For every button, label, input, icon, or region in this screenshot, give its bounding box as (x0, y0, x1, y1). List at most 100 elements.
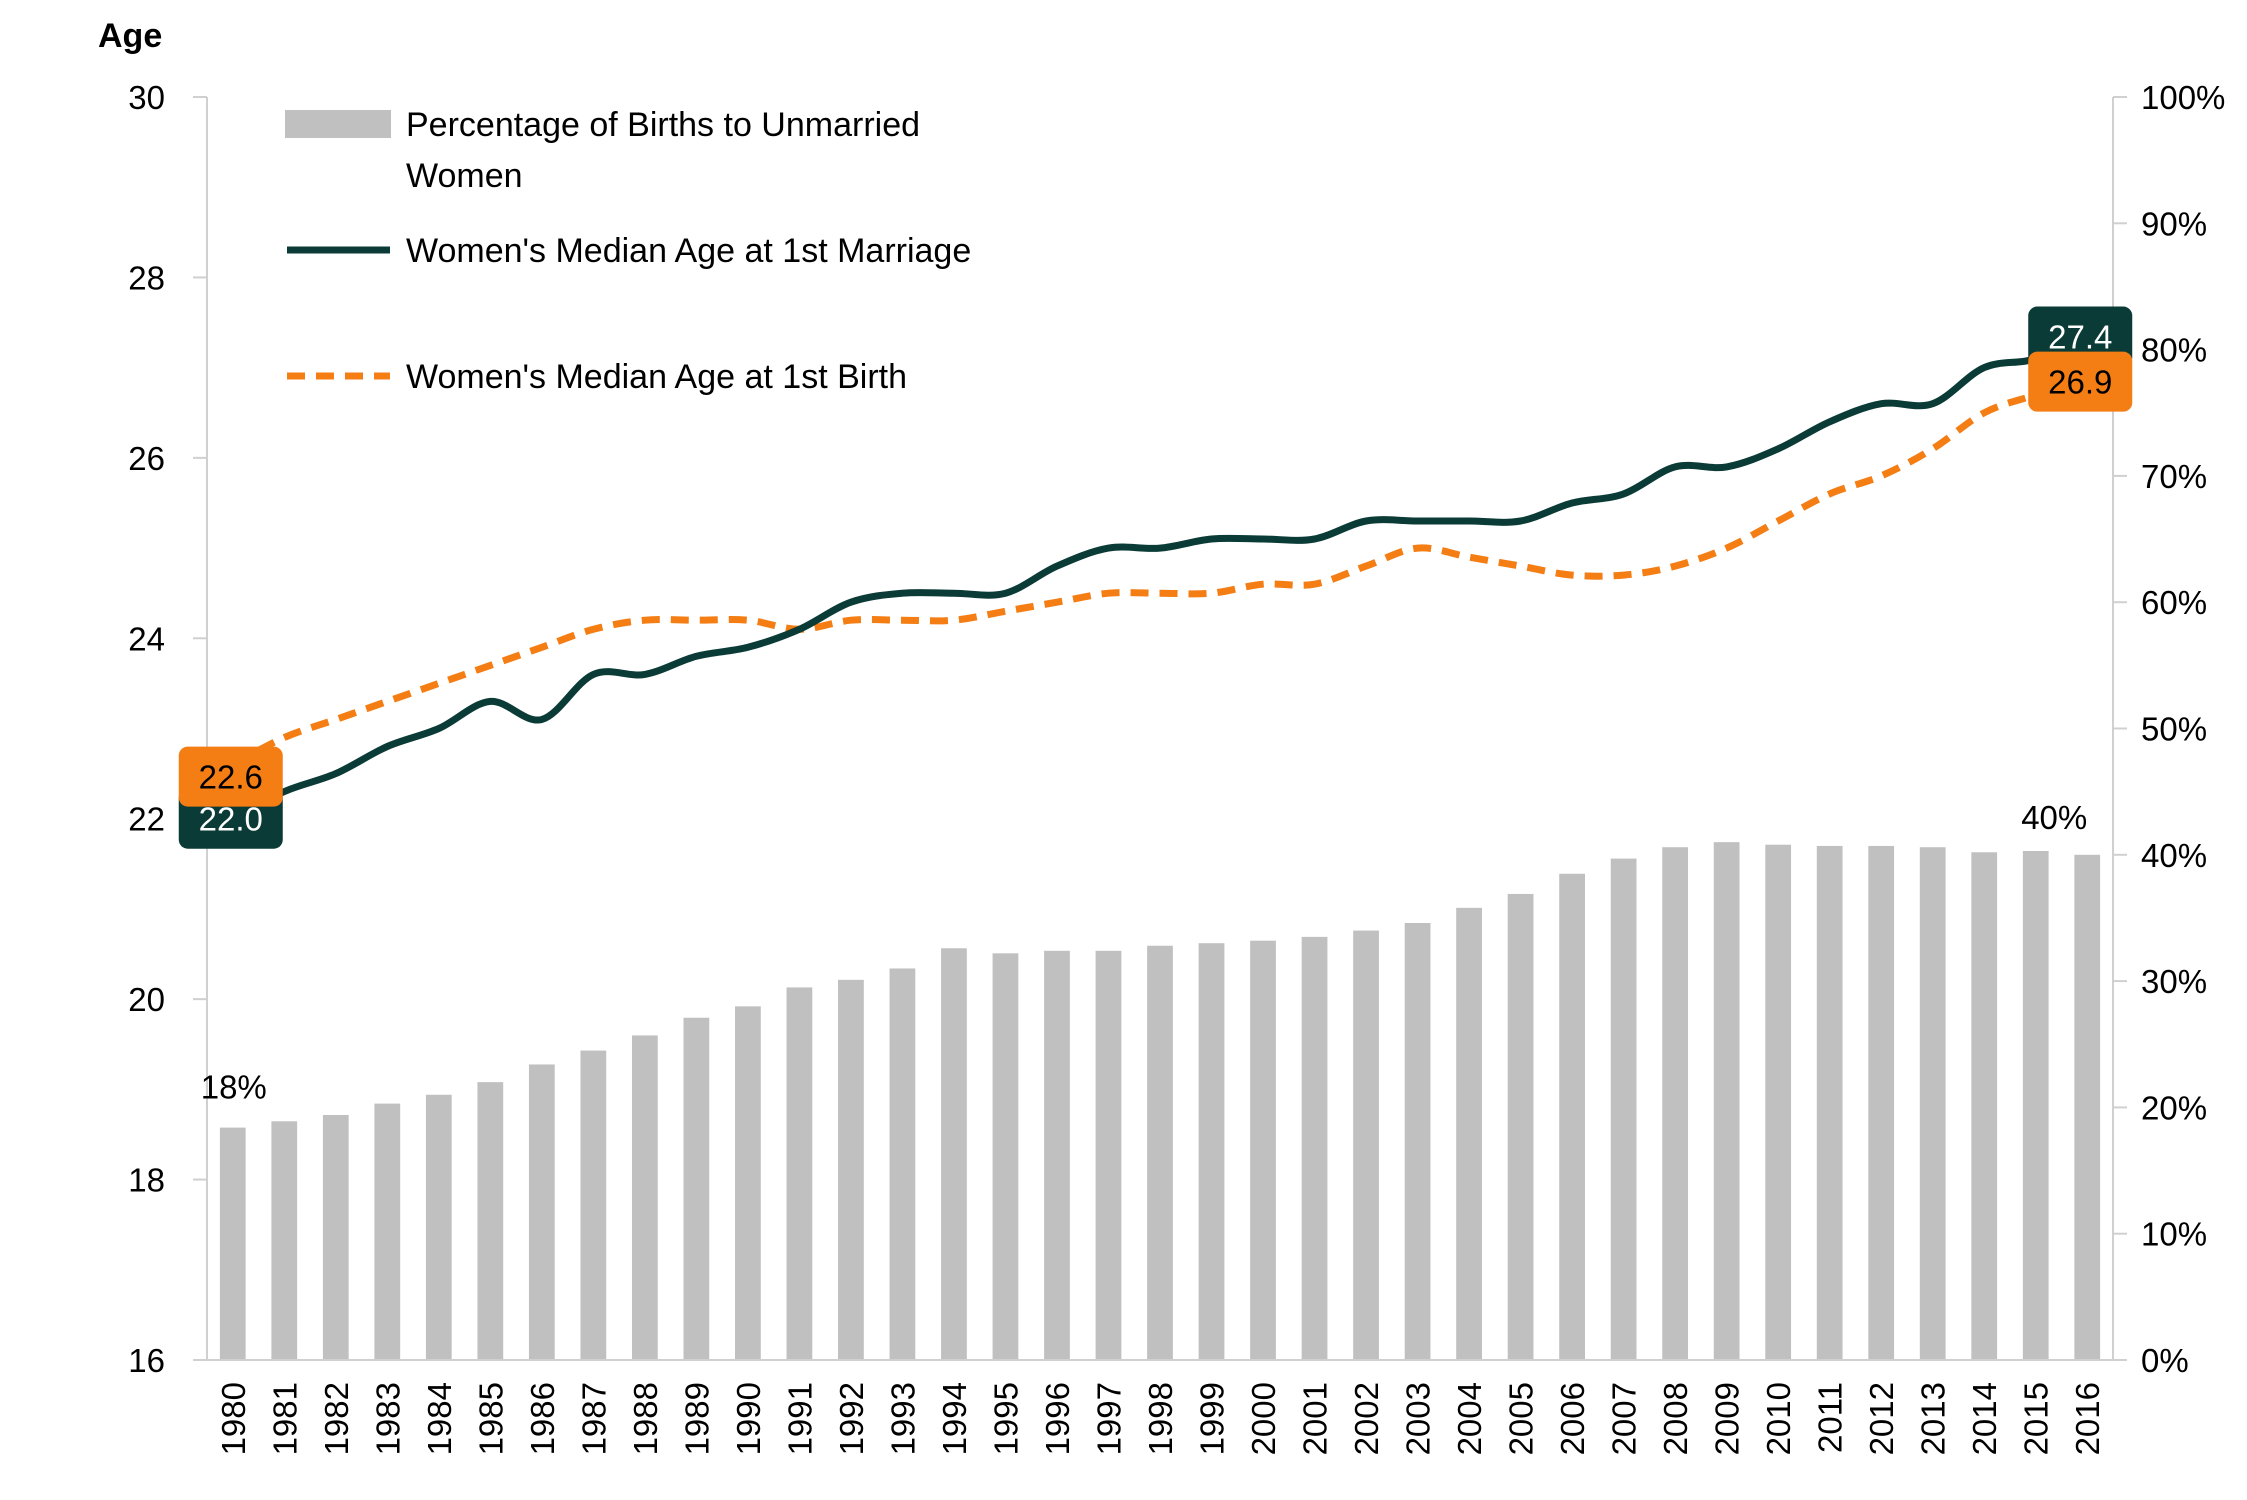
legend: Percentage of Births to Unmarried Women Wo… (285, 106, 971, 396)
label-marriage-1980-text: 22.0 (199, 801, 263, 838)
x-tick-label-1984: 1984 (421, 1382, 458, 1455)
x-tick-label-2003: 2003 (1400, 1382, 1437, 1455)
bar-2003 (1404, 923, 1431, 1360)
x-tick-label-1995: 1995 (987, 1382, 1024, 1455)
bar-2010 (1765, 844, 1792, 1360)
x-tick-label-1997: 1997 (1090, 1382, 1127, 1455)
x-tick-label-1991: 1991 (781, 1382, 818, 1455)
bar-2016 (2074, 854, 2101, 1360)
bar-1982 (322, 1114, 349, 1360)
label-birth-1980-text: 22.6 (199, 759, 263, 796)
bar-2006 (1559, 873, 1585, 1360)
bar-2004 (1456, 907, 1482, 1360)
x-tick-label-2012: 2012 (1863, 1382, 1900, 1455)
bar-2008 (1662, 847, 1689, 1360)
x-tick-label-1996: 1996 (1039, 1382, 1076, 1455)
label-birth-2016-box (2028, 351, 2133, 412)
label-bar-2016: 40% (2021, 799, 2087, 836)
bar-1990 (735, 1006, 761, 1360)
x-tick-label-2005: 2005 (1503, 1382, 1540, 1455)
y-left-tick-label: 20 (128, 981, 165, 1018)
x-tick-label-1981: 1981 (266, 1382, 303, 1455)
legend-label: Women's Median Age at 1st Marriage (406, 232, 971, 270)
bar-1988 (631, 1035, 658, 1360)
bar-2014 (1971, 852, 1998, 1360)
line-women-s-median-age-at-1st-marriage (231, 328, 2089, 822)
bar-1986 (528, 1064, 555, 1360)
bar-1994 (941, 948, 967, 1360)
y-right-tick-label: 80% (2141, 332, 2207, 369)
bar-1999 (1198, 943, 1225, 1360)
bar-2000 (1250, 940, 1276, 1360)
x-tick-label-1990: 1990 (730, 1382, 767, 1455)
x-tick-label-2000: 2000 (1245, 1382, 1282, 1455)
bar-1987 (580, 1050, 607, 1360)
x-tick-label-1982: 1982 (318, 1382, 355, 1455)
label-birth-2016: 26.9 (2028, 351, 2133, 412)
y-right-tick-label: 90% (2141, 205, 2207, 242)
bar-1998 (1147, 945, 1173, 1360)
x-tick-label-1993: 1993 (884, 1382, 921, 1455)
y-right-tick-label: 70% (2141, 458, 2207, 495)
y-right-tick-label: 40% (2141, 837, 2207, 874)
bar-2005 (1507, 893, 1534, 1360)
x-tick-label-2013: 2013 (1915, 1382, 1952, 1455)
label-bar-1980: 18% (201, 1069, 267, 1106)
labels-layer: 22.0 22.6 27.4 26.9 18% 40% (178, 306, 2133, 1106)
bar-1991 (786, 987, 813, 1360)
bar-1997 (1095, 950, 1122, 1360)
bar-2007 (1610, 858, 1637, 1360)
x-tick-label-2002: 2002 (1348, 1382, 1385, 1455)
legend-swatch-bar (285, 110, 391, 138)
bars-layer (219, 842, 2101, 1360)
legend-item-women-s-median-age-at-1st-marriage: Women's Median Age at 1st Marriage (287, 232, 971, 270)
y-right-tick-label: 30% (2141, 963, 2207, 1000)
x-tick-label-2001: 2001 (1297, 1382, 1334, 1455)
x-tick-label-1988: 1988 (627, 1382, 664, 1455)
label-birth-2016-text: 26.9 (2048, 364, 2112, 401)
label-birth-1980-box (178, 746, 283, 807)
x-tick-label-1986: 1986 (524, 1382, 561, 1455)
bar-1993 (889, 968, 916, 1360)
bar-1995 (992, 953, 1019, 1360)
x-tick-label-1985: 1985 (472, 1382, 509, 1455)
y-right-tick-label: 0% (2141, 1342, 2189, 1379)
bar-2012 (1868, 845, 1895, 1360)
axes-layer: Age 16 18 20 22 24 26 28 30 0% 10% 20% 30% 40% 50% 60%… (98, 17, 2225, 1455)
bar-1980 (219, 1127, 246, 1360)
bar-1989 (683, 1017, 710, 1360)
y-axis-title: Age (98, 17, 162, 55)
x-tick-label-2006: 2006 (1554, 1382, 1591, 1455)
y-left-tick-label: 30 (128, 79, 165, 116)
label-marriage-2016-box (2028, 306, 2133, 367)
bar-2013 (1919, 847, 1946, 1360)
bar-2011 (1816, 845, 1843, 1360)
x-tick-label-1980: 1980 (215, 1382, 252, 1455)
x-tick-label-2015: 2015 (2018, 1382, 2055, 1455)
lines-layer (231, 328, 2089, 822)
x-tick-label-2010: 2010 (1760, 1382, 1797, 1455)
line-women-s-median-age-at-1st-birth (231, 373, 2089, 768)
bar-2001 (1301, 936, 1328, 1360)
y-left-tick-label: 18 (128, 1162, 165, 1199)
bar-1983 (374, 1103, 401, 1360)
label-marriage-2016: 27.4 (2028, 306, 2133, 367)
y-left-tick-label: 28 (128, 259, 165, 296)
bar-2009 (1713, 842, 1740, 1360)
y-left-tick-label: 24 (128, 620, 165, 657)
bar-1984 (425, 1094, 452, 1360)
x-tick-label-1994: 1994 (936, 1382, 973, 1455)
bar-1992 (838, 979, 864, 1360)
x-tick-label-2011: 2011 (1812, 1382, 1849, 1453)
x-tick-label-2009: 2009 (1709, 1382, 1746, 1455)
x-tick-label-1999: 1999 (1194, 1382, 1231, 1455)
legend-label: Percentage of Births to Unmarried Women (406, 106, 920, 195)
y-left-tick-label: 22 (128, 801, 165, 838)
x-tick-label-1992: 1992 (833, 1382, 870, 1455)
y-right-tick-label: 50% (2141, 711, 2207, 748)
y-left-tick-label: 16 (128, 1342, 165, 1379)
y-right-tick-label: 20% (2141, 1089, 2207, 1126)
x-tick-label-2004: 2004 (1451, 1382, 1488, 1455)
x-tick-label-2014: 2014 (1966, 1382, 2003, 1455)
